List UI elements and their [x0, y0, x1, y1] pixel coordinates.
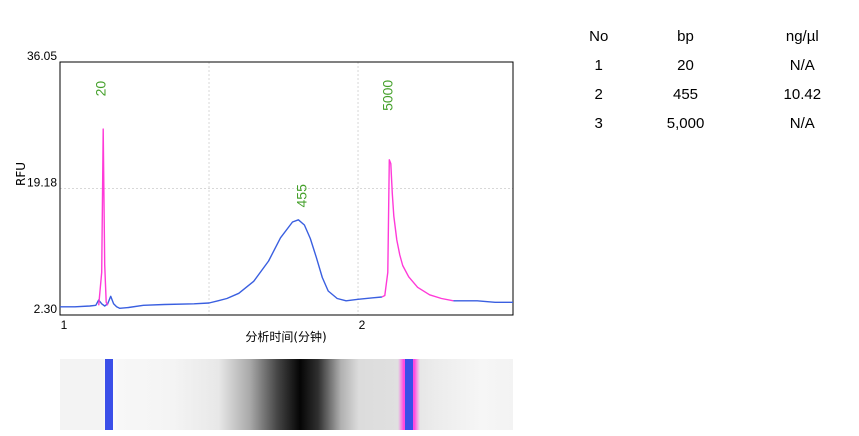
row-concentration: 10.42: [783, 86, 822, 103]
series-line-1: [98, 128, 109, 306]
table-row: 1 20 N/A: [572, 51, 859, 80]
row-no: 3: [594, 115, 603, 132]
row-bp: 20: [677, 57, 694, 74]
gel-band-5000: [405, 359, 413, 430]
peak-label: 5000: [379, 80, 395, 111]
x-axis-title: 分析时间(分钟): [245, 329, 326, 344]
x-tick-label: 2: [359, 318, 366, 332]
peak-label: 455: [293, 184, 309, 208]
peak-labels: 20 5000 455: [93, 80, 396, 208]
column-header-no: No: [589, 28, 609, 45]
table-header-row: No bp ng/µl: [572, 22, 859, 51]
row-no: 2: [594, 86, 603, 103]
gel-lane: [60, 359, 513, 430]
series-line-0: [60, 219, 382, 309]
y-axis-title: RFU: [14, 162, 28, 186]
peak-label: 20: [93, 81, 109, 97]
x-tick-label: 1: [61, 318, 68, 332]
row-concentration: N/A: [789, 115, 815, 132]
row-bp: 5,000: [666, 115, 705, 132]
gel-image: [60, 359, 513, 430]
series-line-2: [381, 159, 454, 302]
column-header-concentration: ng/µl: [785, 28, 819, 45]
results-table: No bp ng/µl 1 20 N/A 2 455 10.42 3 5,000…: [572, 22, 859, 138]
table-row: 2 455 10.42: [572, 80, 859, 109]
column-header-bp: bp: [677, 28, 694, 45]
y-tick-label: 36.05: [27, 49, 57, 63]
row-bp: 455: [673, 86, 699, 103]
y-tick-label: 19.18: [27, 175, 57, 189]
row-concentration: N/A: [789, 57, 815, 74]
grid-lines: [60, 62, 513, 315]
series-line-3: [453, 300, 513, 303]
y-tick-label: 2.30: [34, 302, 58, 316]
table-row: 3 5,000 N/A: [572, 109, 859, 138]
gel-band-20: [105, 359, 113, 430]
row-no: 1: [594, 57, 603, 74]
y-tick-labels: 2.30 19.18 36.05: [27, 49, 57, 316]
plot-frame: [59, 61, 514, 316]
series-layer: [60, 128, 513, 309]
